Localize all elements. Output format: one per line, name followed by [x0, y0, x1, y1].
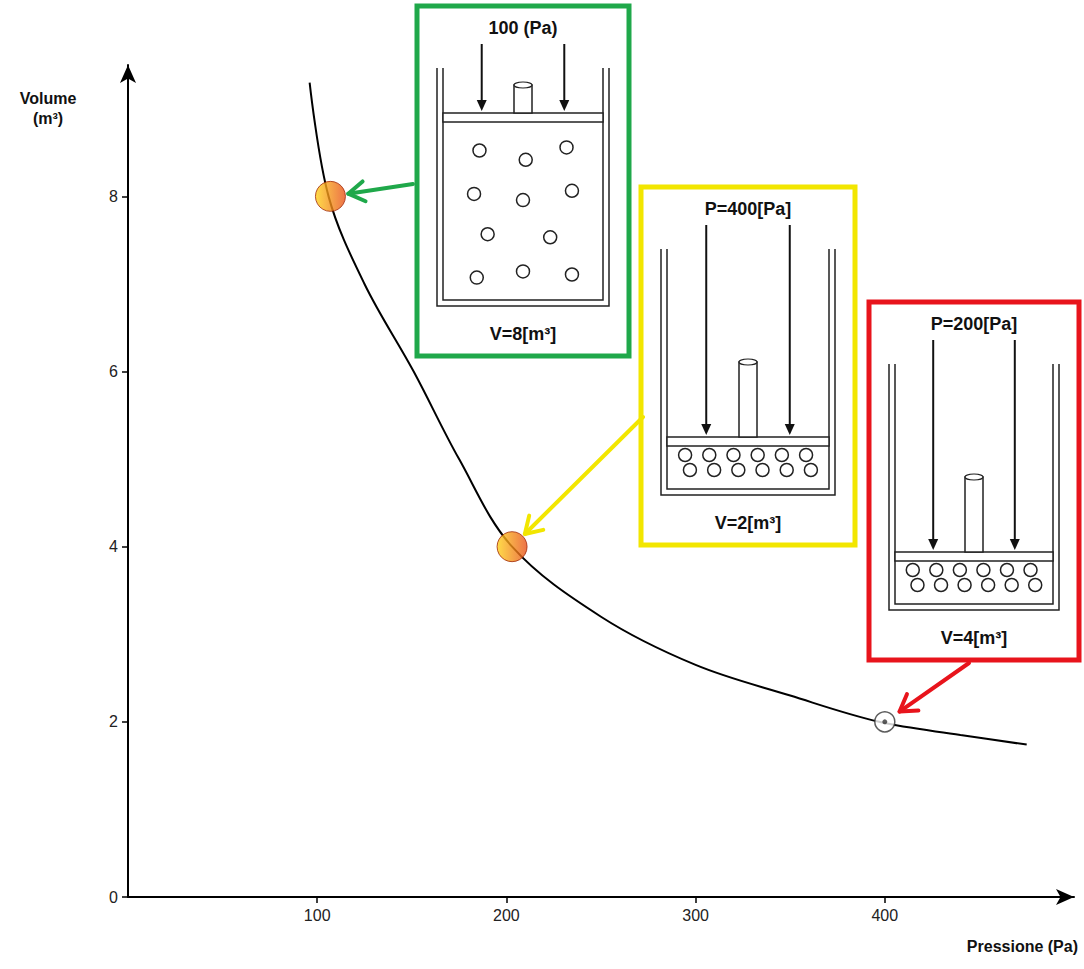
svg-text:100: 100 — [304, 907, 331, 924]
svg-text:V=2[m³]: V=2[m³] — [715, 513, 782, 533]
svg-text:6: 6 — [109, 363, 118, 380]
svg-text:V=4[m³]: V=4[m³] — [941, 628, 1008, 648]
svg-text:P=200[Pa]: P=200[Pa] — [931, 314, 1018, 334]
svg-text:100 (Pa): 100 (Pa) — [488, 18, 557, 38]
svg-text:8: 8 — [109, 188, 118, 205]
svg-text:(m³): (m³) — [33, 110, 63, 127]
svg-text:200: 200 — [493, 907, 520, 924]
svg-text:4: 4 — [109, 538, 118, 555]
svg-text:400: 400 — [871, 907, 898, 924]
svg-text:0: 0 — [109, 889, 118, 906]
svg-text:P=400[Pa]: P=400[Pa] — [705, 199, 792, 219]
svg-text:2: 2 — [109, 713, 118, 730]
svg-text:V=8[m³]: V=8[m³] — [490, 324, 557, 344]
svg-text:Volume: Volume — [20, 90, 77, 107]
svg-text:Pressione (Pa): Pressione (Pa) — [967, 938, 1078, 955]
svg-text:300: 300 — [682, 907, 709, 924]
